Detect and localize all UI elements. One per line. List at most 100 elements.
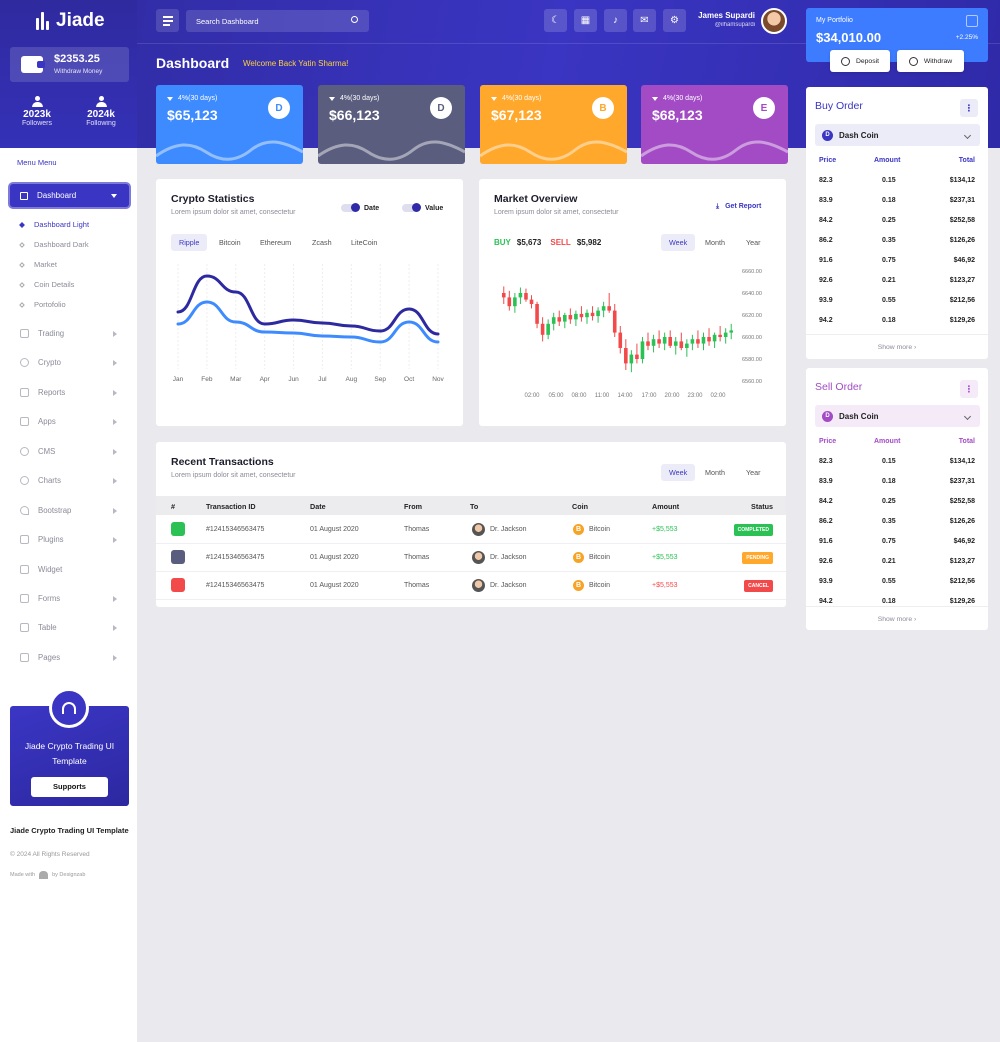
submenu-market[interactable]: Market bbox=[19, 260, 57, 269]
sell-order-panel: Sell Order ⋮ D Dash Coin Price Amount Tot… bbox=[806, 368, 988, 630]
sidebar-item-reports[interactable]: Reports bbox=[20, 388, 120, 397]
tab-month[interactable]: Month bbox=[705, 238, 725, 247]
stat-card[interactable]: 4%(30 days) $68,123 E bbox=[641, 85, 788, 164]
supports-button[interactable]: Supports bbox=[31, 777, 108, 797]
search-icon[interactable] bbox=[351, 16, 358, 23]
value-toggle[interactable]: Value bbox=[402, 203, 443, 212]
tab-ethereum[interactable]: Ethereum bbox=[260, 238, 292, 247]
stat-change: 4%(30 days) bbox=[167, 95, 217, 102]
promo-text: Jiade Crypto Trading UI Template bbox=[24, 741, 115, 766]
sidebar-item-plugins[interactable]: Plugins bbox=[20, 535, 120, 544]
wallet-amount: $2353.25 bbox=[54, 53, 100, 65]
order-amount: 0.21 bbox=[882, 277, 896, 284]
menu-toggle-button[interactable] bbox=[156, 9, 179, 32]
sidebar-item-charts[interactable]: Charts bbox=[20, 476, 120, 485]
tab-ripple[interactable]: Ripple bbox=[171, 234, 208, 251]
apps-button[interactable]: ▦ bbox=[574, 9, 597, 32]
table-row[interactable]: #12415346563475 01 August 2020 Thomas Dr… bbox=[156, 572, 786, 600]
submenu-label: Coin Details bbox=[34, 280, 75, 289]
tab-month[interactable]: Month bbox=[705, 468, 725, 477]
sidebar-item-forms[interactable]: Forms bbox=[20, 594, 120, 603]
avatar[interactable] bbox=[761, 8, 787, 34]
bitcoin-icon: B bbox=[573, 580, 584, 591]
withdraw-button[interactable]: Withdraw bbox=[897, 50, 964, 72]
sidebar-item-apps[interactable]: Apps bbox=[20, 417, 120, 426]
submenu-portofolio[interactable]: Portofolio bbox=[19, 300, 66, 309]
order-price: 83.9 bbox=[819, 478, 833, 485]
transaction-coin: Bitcoin bbox=[589, 526, 611, 533]
user-info[interactable]: James Supardi @ilhamsupardi bbox=[690, 11, 755, 28]
followers-value: 2023k bbox=[23, 109, 51, 120]
tab-bitcoin[interactable]: Bitcoin bbox=[219, 238, 241, 247]
tab-year[interactable]: Year bbox=[746, 238, 761, 247]
submenu-dashboard-dark[interactable]: Dashboard Dark bbox=[19, 240, 89, 249]
table-row[interactable]: #12415346563475 01 August 2020 Thomas Dr… bbox=[156, 544, 786, 572]
search-input[interactable] bbox=[186, 10, 369, 32]
coin-select[interactable]: D Dash Coin bbox=[815, 405, 980, 427]
order-amount: 0.25 bbox=[882, 217, 896, 224]
wallet-card[interactable]: $2353.25 Withdraw Money bbox=[10, 47, 129, 82]
table-row[interactable]: #12415346563475 01 August 2020 Thomas Dr… bbox=[156, 516, 786, 544]
following-label: Following bbox=[86, 120, 116, 127]
coin-select[interactable]: D Dash Coin bbox=[815, 124, 980, 146]
sidebar-item-pages[interactable]: Pages bbox=[20, 653, 120, 662]
submenu-dashboard-light[interactable]: Dashboard Light bbox=[19, 220, 90, 229]
stat-card[interactable]: 4%(30 days) $67,123 B bbox=[480, 85, 627, 164]
divider bbox=[806, 334, 988, 335]
stat-card[interactable]: 4%(30 days) $66,123 D bbox=[318, 85, 465, 164]
sidebar-item-trading[interactable]: Trading bbox=[20, 329, 120, 338]
stat-change-text: 4%(30 days) bbox=[502, 95, 542, 102]
notifications-button[interactable]: ♪ bbox=[604, 9, 627, 32]
logo[interactable]: Jiade bbox=[36, 10, 105, 32]
tab-zcash[interactable]: Zcash bbox=[312, 238, 332, 247]
sidebar-item-table[interactable]: Table bbox=[20, 623, 120, 632]
order-amount: 0.18 bbox=[882, 317, 896, 324]
settings-button[interactable]: ⚙ bbox=[663, 9, 686, 32]
order-price: 84.2 bbox=[819, 498, 833, 505]
column-header: To bbox=[470, 502, 479, 511]
submenu-label: Dashboard Light bbox=[34, 220, 90, 229]
chevron-right-icon bbox=[113, 655, 117, 661]
sidebar-item-crypto[interactable]: Crypto bbox=[20, 358, 120, 367]
show-more-link[interactable]: Show more › bbox=[806, 344, 988, 351]
sidebar-item-widget[interactable]: Widget bbox=[20, 565, 120, 574]
sell-value: $5,982 bbox=[576, 238, 602, 247]
chevron-right-icon bbox=[113, 625, 117, 631]
wallet-icon bbox=[21, 56, 45, 73]
more-options-button[interactable]: ⋮ bbox=[960, 380, 978, 398]
order-amount: 0.15 bbox=[882, 177, 896, 184]
more-options-button[interactable]: ⋮ bbox=[960, 99, 978, 117]
grid-icon: ▦ bbox=[580, 14, 591, 26]
portfolio-change: +2.25% bbox=[955, 34, 978, 41]
tab-litecoin[interactable]: LiteCoin bbox=[351, 238, 378, 247]
avatar bbox=[472, 523, 485, 536]
tab-week[interactable]: Week bbox=[661, 234, 696, 251]
theme-toggle-button[interactable]: ☾ bbox=[544, 9, 567, 32]
column-header: Date bbox=[310, 502, 326, 511]
date-toggle[interactable]: Date bbox=[341, 203, 379, 212]
stat-wave bbox=[318, 140, 465, 161]
sidebar-item-dashboard[interactable]: Dashboard bbox=[10, 184, 129, 207]
show-more-link[interactable]: Show more › bbox=[806, 616, 988, 623]
mail-icon: ✉ bbox=[640, 14, 649, 26]
deposit-button[interactable]: Deposit bbox=[830, 50, 890, 72]
candle-body bbox=[712, 334, 717, 342]
coin-symbol: B bbox=[599, 102, 607, 114]
stat-card[interactable]: 4%(30 days) $65,123 D bbox=[156, 85, 303, 164]
crypto-statistics-subtitle: Lorem ipsum dolor sit amet, consectetur bbox=[171, 209, 296, 216]
chevron-down-icon bbox=[963, 412, 972, 421]
transaction-id: #12415346563475 bbox=[206, 554, 265, 561]
chart-icon[interactable] bbox=[966, 15, 978, 27]
order-total: $46,92 bbox=[953, 538, 975, 545]
get-report-button[interactable]: ⤓ Get Report bbox=[716, 203, 761, 211]
candle-body bbox=[518, 293, 523, 298]
x-tick-label: 08:00 bbox=[571, 393, 587, 399]
table-icon bbox=[20, 623, 29, 632]
sidebar-item-bootstrap[interactable]: Bootstrap bbox=[20, 506, 120, 515]
tab-year[interactable]: Year bbox=[746, 468, 761, 477]
tab-week[interactable]: Week bbox=[661, 464, 696, 481]
sidebar-item-cms[interactable]: CMS bbox=[20, 447, 120, 456]
submenu-coin-details[interactable]: Coin Details bbox=[19, 280, 75, 289]
messages-button[interactable]: ✉ bbox=[633, 9, 656, 32]
transaction-from: Thomas bbox=[404, 582, 430, 589]
